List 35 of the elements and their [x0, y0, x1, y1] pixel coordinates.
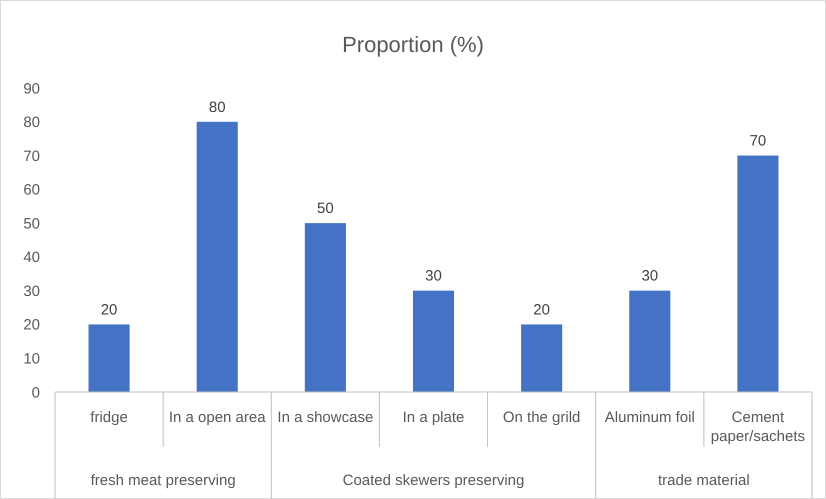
x-tick-label: On the grild: [502, 409, 580, 426]
data-label: 70: [750, 132, 766, 150]
text: Coated skewers preserving: [342, 472, 524, 489]
x-tick-label: Aluminum foil: [604, 409, 695, 426]
y-tick-label: 20: [23, 316, 40, 334]
data-label: 50: [317, 200, 334, 218]
bar: [304, 223, 346, 392]
chart-title: Proportion (%): [342, 32, 484, 57]
data-label: 30: [425, 268, 442, 285]
y-tick-label: 90: [23, 80, 40, 98]
text: fresh meat preserving: [90, 472, 236, 489]
bar: [412, 290, 454, 392]
x-tick-label: In a showcase: [277, 409, 374, 426]
bar: [88, 324, 130, 392]
y-tick-label: 60: [23, 182, 40, 199]
y-tick-label: 0: [32, 384, 40, 402]
x-tick-label: In a plate: [402, 409, 464, 426]
data-label: 80: [208, 98, 226, 116]
y-tick-label: 80: [23, 114, 40, 132]
bar: [196, 122, 238, 392]
bar: [629, 290, 670, 392]
y-tick-label: 50: [23, 215, 40, 232]
bar: [521, 324, 562, 392]
x-tick-label: Cement paper/sachets: [710, 409, 806, 445]
x-tick-label: In a open area: [168, 409, 266, 426]
bar: [737, 156, 778, 392]
y-tick-label: 70: [23, 148, 40, 165]
y-tick-label: 30: [23, 282, 40, 300]
data-label: 30: [641, 268, 658, 285]
y-tick-label: 10: [23, 350, 40, 368]
data-label: 20: [533, 301, 550, 318]
data-label: 20: [100, 301, 118, 318]
text: trade material: [658, 472, 750, 489]
y-tick-label: 40: [23, 249, 40, 266]
x-tick-label: fridge: [90, 409, 128, 426]
